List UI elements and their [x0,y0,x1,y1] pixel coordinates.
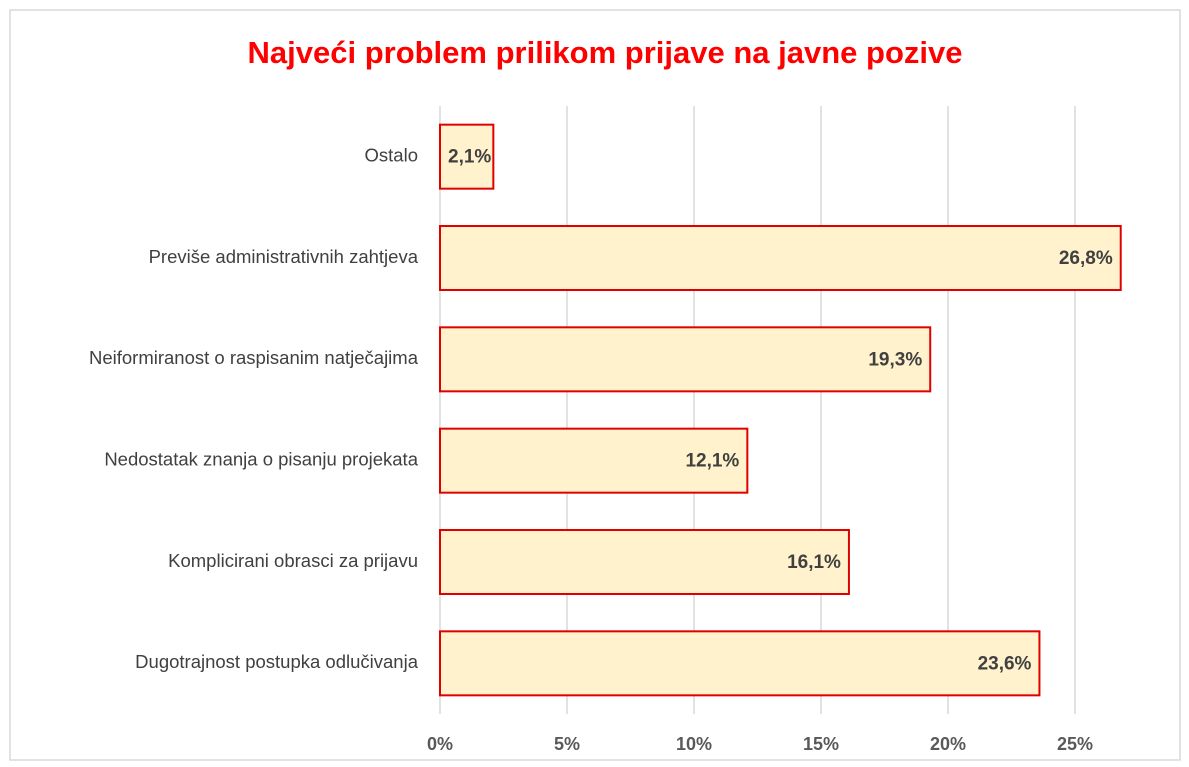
data-label: 19,3% [868,349,922,370]
chart-title: Najveći problem prilikom prijave na javn… [248,35,963,70]
data-label: 16,1% [787,552,841,573]
bar [439,326,932,393]
y-tick-label: Komplicirani obrasci za prijavu [168,550,418,571]
bar [439,427,749,494]
y-tick-label: Previše administrativnih zahtjeva [149,246,419,267]
x-tick-label: 10% [676,734,712,754]
x-tick-label: 15% [803,734,839,754]
y-tick-label: Ostalo [365,145,418,166]
data-label: 12,1% [685,451,739,472]
bar [439,123,495,190]
bar [439,225,1122,291]
y-tick-label: Neiformiranost o raspisanim natječajima [89,347,419,368]
x-tick-label: 5% [554,734,580,754]
y-tick-label: Dugotrajnost postupka odlučivanja [135,651,419,672]
x-tick-label: 20% [930,734,966,754]
data-label: 26,8% [1059,248,1113,269]
y-tick-label: Nedostatak znanja o pisanju projekata [104,449,418,470]
data-label: 23,6% [978,653,1032,674]
data-label: 2,1% [448,147,491,168]
bar [439,630,1041,697]
x-tick-label: 0% [427,734,453,754]
x-tick-label: 25% [1057,734,1093,754]
bar [439,529,850,595]
